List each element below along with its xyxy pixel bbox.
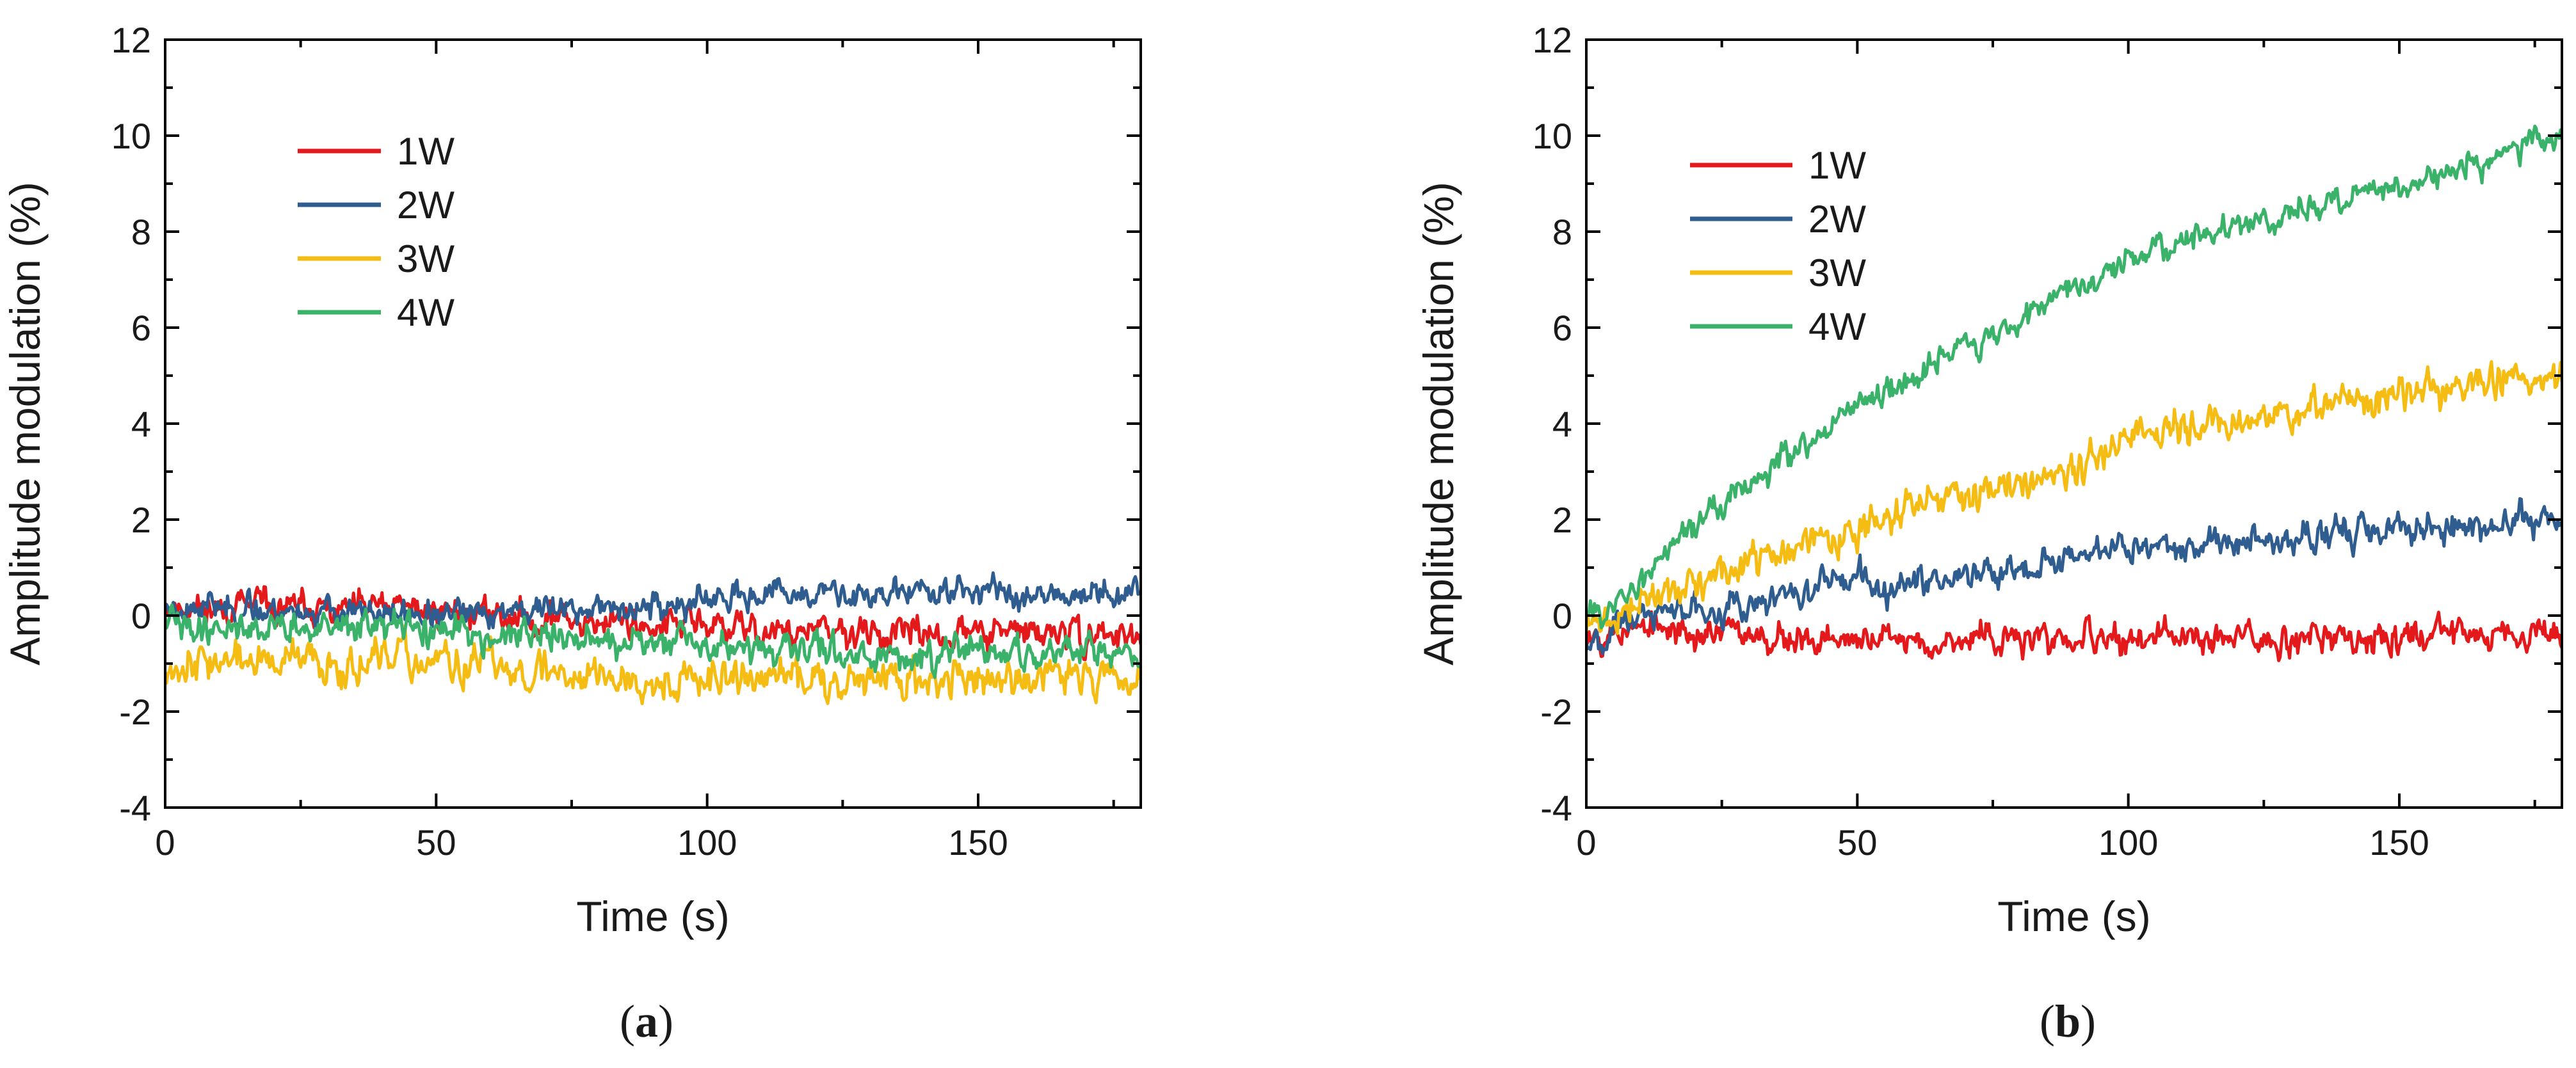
- x-tick-label: 0: [1576, 822, 1596, 863]
- legend-label-3w: 3W: [1808, 251, 1866, 294]
- legend-label-1w: 1W: [1808, 144, 1866, 187]
- y-tick-label: 2: [1552, 500, 1572, 540]
- y-tick-label: 4: [131, 404, 151, 444]
- y-tick-label: 2: [131, 500, 151, 540]
- panel-b: -4 -2 0 2 4 6 8 10 12 0 50 100 150 Time (s) Amplitude …: [1415, 20, 2563, 1047]
- panel-a: -4 -2 0 2 4 6 8 10 12 0 50 100 150 Time (s) Amplitude …: [1, 20, 1142, 1047]
- legend: 1W 2W 3W 4W: [1690, 144, 1866, 348]
- panel-caption: (a): [620, 996, 673, 1047]
- series-line-1w: [1586, 610, 2562, 662]
- series-line-2w: [165, 571, 1141, 630]
- x-tick-label: 0: [155, 822, 175, 863]
- y-tick-label: 10: [1533, 116, 1572, 156]
- x-tick-label: 100: [677, 822, 737, 863]
- x-tick-label: 50: [416, 822, 456, 863]
- legend-label-4w: 4W: [397, 291, 455, 334]
- y-tick-label: 8: [1552, 212, 1572, 252]
- legend-label-2w: 2W: [1808, 198, 1866, 241]
- x-tick-label: 150: [948, 822, 1008, 863]
- y-tick-label: -4: [1540, 788, 1572, 828]
- series-line-3w: [165, 624, 1141, 705]
- y-tick-label: 0: [131, 596, 151, 636]
- series-line-4w: [165, 603, 1141, 680]
- y-axis-title: Amplitude modulation (%): [1415, 182, 1462, 666]
- plot-frame: [1585, 38, 2563, 809]
- legend: 1W 2W 3W 4W: [298, 130, 455, 334]
- y-tick-label: 8: [131, 212, 151, 252]
- y-tick-label: 12: [111, 20, 151, 60]
- legend-label-4w: 4W: [1808, 305, 1866, 348]
- y-tick-label: 4: [1552, 404, 1572, 444]
- y-tick-label: -2: [119, 692, 151, 732]
- y-tick-label: 12: [1533, 20, 1572, 60]
- y-tick-label: 0: [1552, 596, 1572, 636]
- series-line-2w: [1586, 497, 2562, 655]
- legend-label-3w: 3W: [397, 237, 455, 280]
- series-line-3w: [1586, 360, 2562, 635]
- series-line-4w: [1586, 124, 2562, 630]
- y-tick-label: 6: [1552, 308, 1572, 348]
- series-line-1w: [165, 585, 1141, 662]
- y-tick-label: -4: [119, 788, 151, 828]
- y-tick-label: 6: [131, 308, 151, 348]
- legend-label-1w: 1W: [397, 130, 455, 173]
- x-tick-label: 50: [1837, 822, 1877, 863]
- x-tick-label: 150: [2369, 822, 2429, 863]
- series-group: [1586, 124, 2562, 662]
- panel-caption: (b): [2040, 996, 2096, 1047]
- x-axis-title: Time (s): [576, 893, 730, 940]
- series-group: [165, 571, 1141, 705]
- y-tick-label: -2: [1540, 692, 1572, 732]
- legend-label-2w: 2W: [397, 184, 455, 227]
- x-tick-label: 100: [2098, 822, 2158, 863]
- y-tick-label: 10: [111, 116, 151, 156]
- y-axis-title: Amplitude modulation (%): [1, 182, 49, 666]
- x-axis-title: Time (s): [1997, 893, 2151, 940]
